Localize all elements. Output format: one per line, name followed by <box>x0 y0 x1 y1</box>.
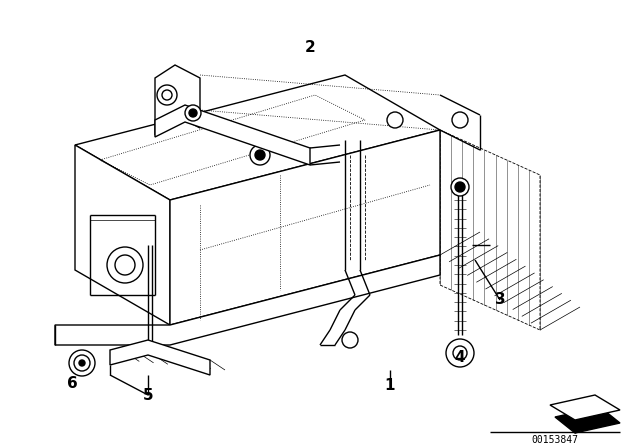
Circle shape <box>250 145 270 165</box>
Polygon shape <box>555 407 620 433</box>
Polygon shape <box>440 130 540 330</box>
Circle shape <box>189 109 197 117</box>
Polygon shape <box>55 255 440 345</box>
Circle shape <box>451 178 469 196</box>
Text: 00153847: 00153847 <box>531 435 579 445</box>
Circle shape <box>157 85 177 105</box>
Text: 4: 4 <box>454 350 465 366</box>
Polygon shape <box>75 75 440 200</box>
Text: 2: 2 <box>305 39 316 55</box>
Circle shape <box>446 339 474 367</box>
Polygon shape <box>170 130 440 325</box>
Polygon shape <box>155 65 200 135</box>
Circle shape <box>453 346 467 360</box>
Circle shape <box>162 90 172 100</box>
Polygon shape <box>75 145 170 325</box>
Text: 6: 6 <box>67 375 77 391</box>
Polygon shape <box>550 395 620 420</box>
Circle shape <box>255 150 265 160</box>
Circle shape <box>79 360 85 366</box>
Circle shape <box>107 247 143 283</box>
Circle shape <box>387 112 403 128</box>
Circle shape <box>452 112 468 128</box>
Circle shape <box>115 255 135 275</box>
Text: 5: 5 <box>143 388 154 402</box>
Circle shape <box>342 332 358 348</box>
Circle shape <box>185 105 201 121</box>
Circle shape <box>455 182 465 192</box>
Polygon shape <box>110 340 210 375</box>
Circle shape <box>69 350 95 376</box>
Polygon shape <box>155 105 310 165</box>
Text: 3: 3 <box>495 293 506 307</box>
Text: 1: 1 <box>385 378 396 392</box>
Circle shape <box>74 355 90 371</box>
